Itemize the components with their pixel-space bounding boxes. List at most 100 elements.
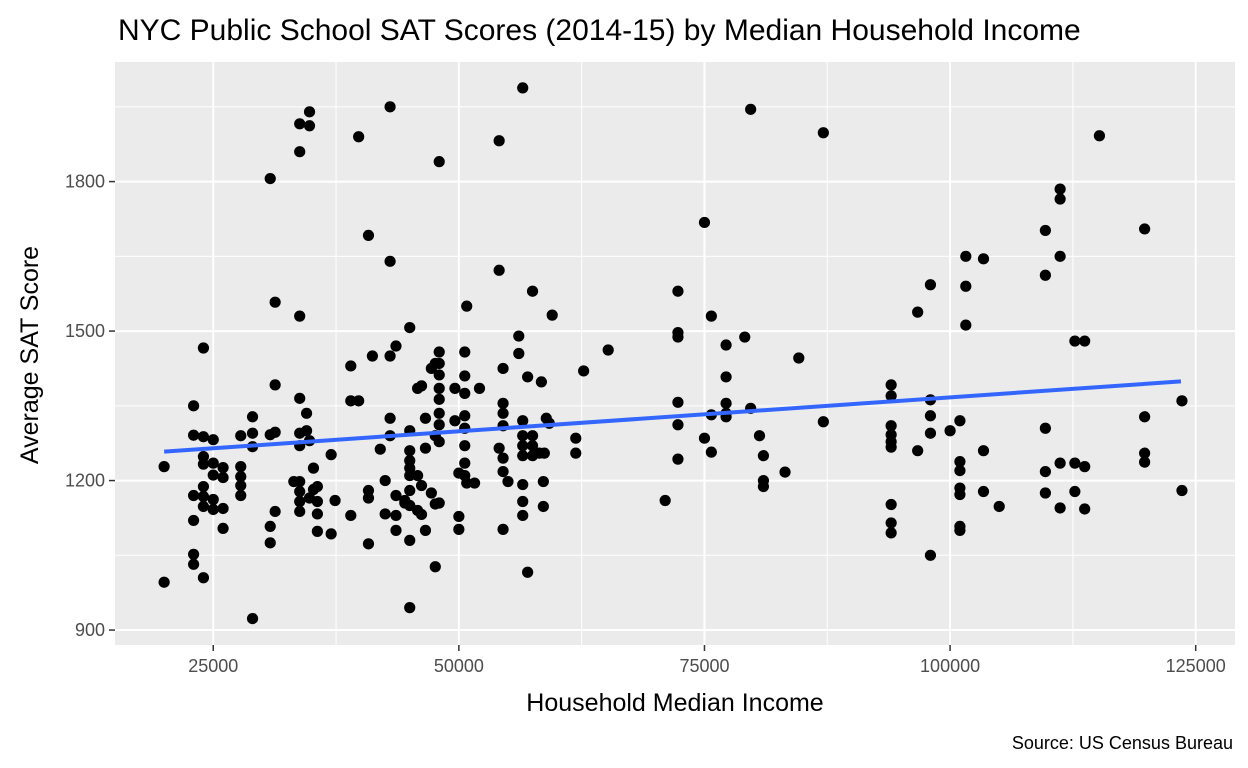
data-point bbox=[459, 370, 471, 382]
data-point bbox=[537, 500, 549, 513]
data-point bbox=[753, 430, 766, 442]
data-point bbox=[993, 500, 1005, 513]
data-point bbox=[235, 461, 247, 473]
data-point bbox=[459, 410, 471, 422]
data-point bbox=[720, 371, 732, 383]
data-point bbox=[197, 458, 210, 470]
data-point bbox=[570, 447, 582, 459]
data-point bbox=[459, 457, 471, 469]
data-point bbox=[269, 505, 281, 518]
data-point bbox=[924, 279, 937, 291]
data-point bbox=[739, 331, 751, 343]
data-point bbox=[197, 500, 210, 513]
data-point bbox=[1069, 335, 1081, 347]
data-point bbox=[720, 339, 732, 351]
data-point bbox=[187, 514, 200, 527]
data-point bbox=[1176, 395, 1188, 407]
data-point bbox=[459, 346, 471, 358]
data-point bbox=[379, 508, 391, 520]
data-point bbox=[433, 407, 445, 419]
data-point bbox=[535, 376, 547, 388]
data-point bbox=[705, 446, 717, 458]
x-axis-title: Household Median Income bbox=[526, 689, 823, 717]
data-point bbox=[311, 480, 323, 493]
data-point bbox=[912, 306, 924, 318]
data-point bbox=[264, 173, 276, 185]
data-point bbox=[207, 457, 219, 469]
data-point bbox=[307, 462, 320, 474]
data-point bbox=[415, 380, 428, 392]
data-point bbox=[294, 310, 306, 322]
data-point bbox=[269, 296, 281, 308]
data-point bbox=[311, 508, 323, 520]
data-point bbox=[345, 360, 357, 372]
data-point bbox=[1069, 485, 1081, 498]
data-point bbox=[197, 572, 210, 584]
data-point bbox=[390, 509, 402, 522]
x-tick-label: 25000 bbox=[188, 656, 238, 676]
data-point bbox=[517, 509, 529, 522]
data-point bbox=[294, 505, 306, 518]
data-point bbox=[954, 488, 966, 501]
data-point bbox=[757, 480, 770, 493]
data-point bbox=[1039, 487, 1051, 499]
data-point bbox=[538, 447, 550, 459]
data-point bbox=[1139, 411, 1151, 423]
data-point bbox=[497, 523, 509, 535]
data-point bbox=[217, 502, 229, 515]
data-point bbox=[954, 464, 966, 477]
data-point bbox=[1139, 456, 1151, 468]
data-point bbox=[384, 255, 396, 267]
data-point bbox=[1054, 183, 1066, 195]
data-point bbox=[578, 365, 590, 377]
x-tick-label: 100000 bbox=[920, 656, 980, 676]
data-point bbox=[207, 503, 219, 516]
data-point bbox=[885, 379, 897, 391]
data-point bbox=[461, 477, 473, 489]
data-point bbox=[453, 510, 465, 523]
trend-line bbox=[163, 379, 1182, 454]
data-point bbox=[461, 300, 473, 312]
data-point bbox=[217, 462, 229, 474]
data-point bbox=[497, 452, 509, 464]
data-point bbox=[374, 443, 386, 455]
data-point bbox=[235, 479, 247, 492]
data-point bbox=[526, 285, 539, 297]
data-point bbox=[672, 419, 684, 431]
data-point bbox=[517, 440, 529, 452]
data-point bbox=[659, 494, 671, 507]
data-point bbox=[294, 475, 306, 488]
data-point bbox=[264, 520, 276, 533]
data-point bbox=[433, 497, 445, 509]
data-point bbox=[345, 395, 357, 407]
data-point bbox=[325, 449, 337, 461]
data-point bbox=[459, 387, 471, 399]
data-point bbox=[473, 382, 486, 394]
data-point bbox=[246, 612, 259, 625]
data-point bbox=[1079, 461, 1091, 473]
data-point bbox=[517, 478, 529, 491]
chart-title: NYC Public School SAT Scores (2014-15) b… bbox=[118, 14, 1081, 47]
data-point bbox=[362, 229, 375, 242]
x-tick-label: 75000 bbox=[679, 656, 729, 676]
data-point bbox=[187, 489, 200, 502]
data-point bbox=[425, 487, 437, 499]
data-point bbox=[1069, 457, 1081, 469]
data-point bbox=[493, 135, 505, 147]
data-point bbox=[207, 469, 219, 481]
data-point bbox=[187, 429, 200, 441]
data-point bbox=[246, 411, 259, 423]
data-point bbox=[433, 393, 445, 405]
trend-line-group bbox=[163, 379, 1182, 454]
data-point bbox=[1054, 502, 1066, 514]
data-point bbox=[497, 465, 509, 478]
data-point bbox=[745, 103, 757, 115]
data-point bbox=[517, 82, 529, 94]
data-point bbox=[235, 470, 247, 483]
data-point bbox=[419, 524, 432, 536]
data-point bbox=[217, 522, 229, 535]
y-tick-label: 900 bbox=[75, 620, 105, 640]
data-point bbox=[433, 382, 445, 394]
data-point bbox=[158, 576, 170, 588]
data-point bbox=[912, 445, 924, 457]
